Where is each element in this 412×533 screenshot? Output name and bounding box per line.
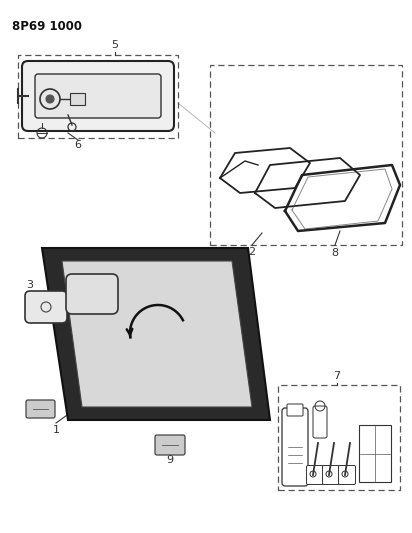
FancyBboxPatch shape	[35, 74, 161, 118]
FancyBboxPatch shape	[25, 291, 67, 323]
Bar	[210, 65, 402, 245]
FancyBboxPatch shape	[22, 61, 174, 131]
Text: 2: 2	[248, 247, 255, 257]
Text: 9: 9	[166, 455, 173, 465]
Polygon shape	[62, 261, 252, 407]
Text: 3: 3	[26, 280, 33, 290]
Text: 1: 1	[52, 425, 59, 435]
Text: 7: 7	[333, 371, 341, 381]
Polygon shape	[42, 248, 270, 420]
Circle shape	[46, 95, 54, 103]
Bar	[18, 55, 178, 138]
FancyBboxPatch shape	[359, 425, 391, 482]
FancyBboxPatch shape	[66, 274, 118, 314]
Text: 4: 4	[91, 263, 98, 273]
FancyBboxPatch shape	[155, 435, 185, 455]
FancyBboxPatch shape	[313, 406, 327, 438]
Text: 8P69 1000: 8P69 1000	[12, 20, 82, 33]
Bar	[278, 385, 400, 490]
FancyBboxPatch shape	[287, 404, 303, 416]
Bar	[70, 93, 85, 105]
FancyBboxPatch shape	[282, 408, 308, 486]
FancyBboxPatch shape	[26, 400, 55, 418]
Text: 6: 6	[75, 140, 82, 150]
FancyBboxPatch shape	[307, 465, 323, 484]
FancyBboxPatch shape	[323, 465, 339, 484]
FancyBboxPatch shape	[339, 465, 356, 484]
Text: 5: 5	[112, 40, 119, 50]
Text: 8: 8	[331, 248, 339, 258]
